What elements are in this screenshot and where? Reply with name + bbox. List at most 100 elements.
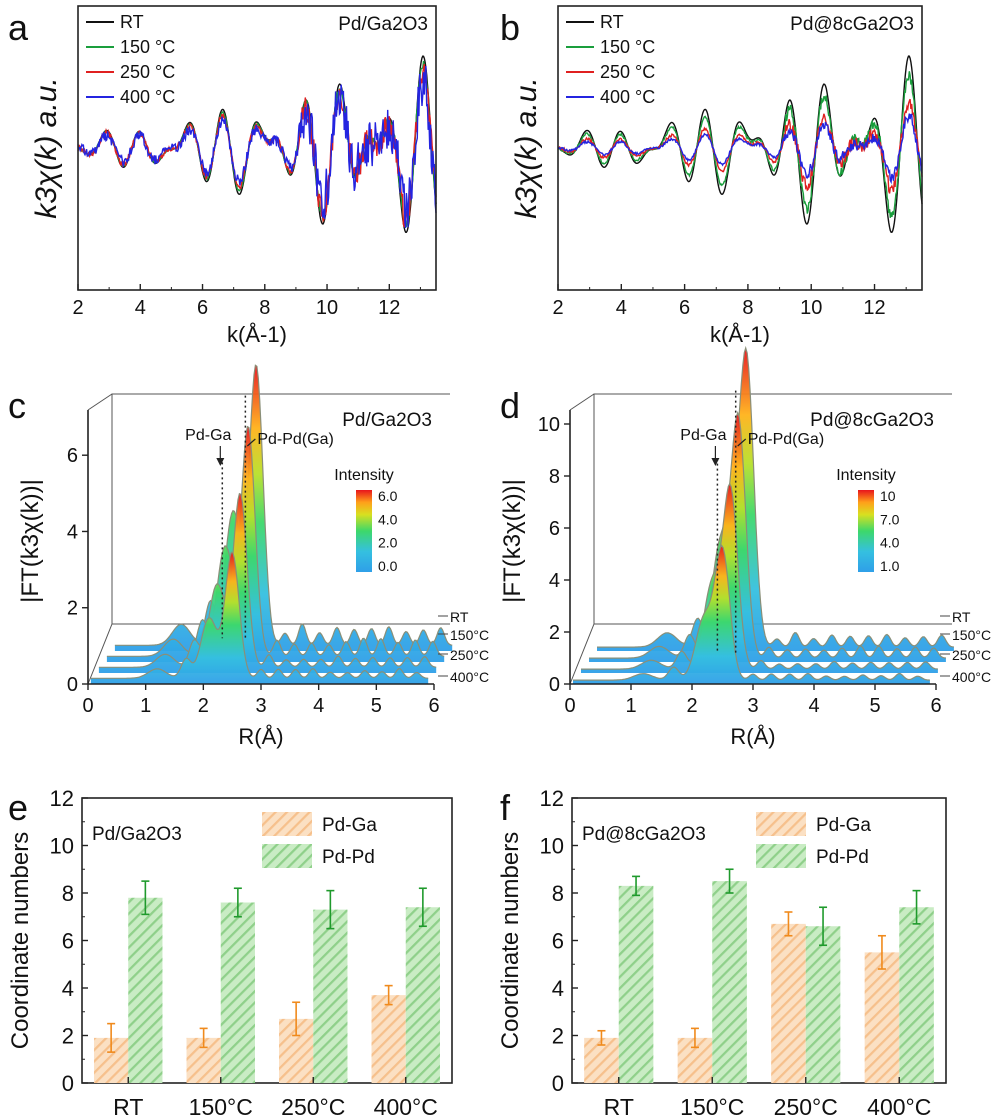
x-tick-label: 10 bbox=[800, 297, 822, 319]
panel-letter-e: e bbox=[8, 787, 28, 828]
colorbar-tick-label: 4.0 bbox=[378, 511, 398, 527]
y-axis-label: Coordinate numbers bbox=[7, 832, 34, 1049]
x-tick-label: 4 bbox=[616, 297, 627, 319]
y-tick-label: 2 bbox=[552, 1024, 564, 1049]
peak-label-pd-pd: Pd-Pd(Ga) bbox=[748, 431, 824, 448]
y-tick-label: 2 bbox=[67, 598, 78, 620]
y-tick-label: 12 bbox=[50, 786, 74, 811]
series-label-2: 250°C bbox=[450, 647, 489, 663]
bar-pd-pd-2 bbox=[805, 926, 841, 1083]
x-tick-label: 2 bbox=[552, 297, 563, 319]
x-tick-label: 0 bbox=[82, 695, 93, 717]
surface-ribbon-0 bbox=[597, 348, 954, 651]
chart-e: 0 2 4 6 8 10 12 RT 150°C 250°C 400°C Coordinate num… bbox=[7, 786, 453, 1118]
top-edge bbox=[87, 393, 113, 411]
x-tick-label: 150°C bbox=[189, 1094, 253, 1118]
x-tick-label: 250°C bbox=[774, 1094, 838, 1118]
bar-pd-pd-3 bbox=[899, 907, 934, 1083]
x-tick-label: 1 bbox=[625, 695, 636, 717]
colorbar-tick-label: 4.0 bbox=[880, 535, 900, 551]
x-axis-label: k(Å-1) bbox=[710, 322, 770, 347]
panel-letter-c: c bbox=[8, 385, 26, 426]
legend-swatch-0 bbox=[262, 812, 312, 836]
peak-arrow-1 bbox=[246, 438, 256, 447]
y-tick-label: 12 bbox=[540, 786, 564, 811]
chart-f: 0 2 4 6 8 10 12 RT 150°C 250°C 400°C Coordinate num… bbox=[497, 786, 947, 1118]
x-tick-label: 12 bbox=[863, 297, 885, 319]
x-axis-label: k(Å-1) bbox=[227, 322, 287, 347]
y-tick-label: 0 bbox=[67, 674, 78, 696]
surface-line-1 bbox=[106, 425, 445, 657]
y-tick-label: 0 bbox=[552, 1071, 564, 1096]
plot-frame bbox=[77, 5, 437, 291]
x-tick-label: 4 bbox=[135, 297, 146, 319]
series-label-3: 400°C bbox=[450, 669, 489, 685]
bar-pd-pd-0 bbox=[128, 897, 163, 1083]
y-tick-label: 10 bbox=[50, 834, 74, 859]
x-axis-label: R(Å) bbox=[238, 724, 283, 749]
panel-letter-b: b bbox=[500, 7, 520, 48]
legend-label-3: 400 °C bbox=[600, 87, 655, 107]
colorbar-tick-label: 6.0 bbox=[378, 488, 398, 504]
legend-label-3: 400 °C bbox=[120, 87, 175, 107]
y-tick-label: 8 bbox=[552, 881, 564, 906]
surface-line-3 bbox=[573, 544, 930, 681]
y-tick-label: 6 bbox=[549, 518, 560, 540]
peak-arrowhead-0 bbox=[216, 458, 225, 466]
x-tick-label: RT bbox=[113, 1094, 143, 1118]
y-axis-label: k3χ(k) a.u. bbox=[30, 77, 63, 218]
peak-arrowhead-0 bbox=[711, 458, 720, 466]
x-tick-label: 6 bbox=[930, 695, 941, 717]
x-tick-label: 5 bbox=[371, 695, 382, 717]
y-axis-label: Coordinate numbers bbox=[497, 832, 524, 1049]
legend-label-1: 150 °C bbox=[600, 37, 655, 57]
series-line-3 bbox=[77, 65, 437, 229]
y-tick-label: 4 bbox=[62, 976, 74, 1001]
surface-line-2 bbox=[581, 482, 938, 670]
x-tick-label: 3 bbox=[255, 695, 266, 717]
y-tick-label: 0 bbox=[549, 674, 560, 696]
panel-letter-f: f bbox=[500, 787, 511, 828]
legend-label-0: Pd-Ga bbox=[816, 815, 871, 836]
x-tick-label: 0 bbox=[564, 695, 575, 717]
series-line-2 bbox=[557, 98, 923, 194]
series-label-3: 400°C bbox=[952, 669, 991, 685]
chart-b: 2 4 6 8 10 12 k(Å-1) k3χ(k) a.u. Pd@8cGa2O3 RT 150… bbox=[510, 5, 923, 347]
peak-label-pd-pd: Pd-Pd(Ga) bbox=[257, 431, 333, 448]
surface-line-0 bbox=[597, 345, 954, 648]
y-tick-label: 6 bbox=[552, 929, 564, 954]
bar-pd-pd-1 bbox=[220, 902, 255, 1083]
colorbar bbox=[356, 490, 372, 572]
y-tick-label: 4 bbox=[549, 570, 560, 592]
legend-label-2: 250 °C bbox=[120, 62, 175, 82]
y-axis-label: |FT(k3χ(k))| bbox=[499, 479, 526, 603]
bar-pd-pd-1 bbox=[712, 881, 747, 1083]
series-label-1: 150°C bbox=[450, 627, 489, 643]
series-line-3 bbox=[557, 113, 923, 185]
colorbar-tick-label: 10 bbox=[880, 488, 896, 504]
floor-edge bbox=[569, 623, 952, 685]
y-tick-label: 4 bbox=[552, 976, 564, 1001]
x-tick-label: RT bbox=[604, 1094, 634, 1118]
y-tick-label: 6 bbox=[67, 445, 78, 467]
bar-pd-ga-3 bbox=[371, 995, 406, 1083]
y-tick-label: 8 bbox=[62, 881, 74, 906]
plot-frame bbox=[557, 5, 923, 291]
bar-pd-pd-3 bbox=[405, 907, 440, 1083]
colorbar-title: Intensity bbox=[334, 467, 394, 484]
y-tick-label: 4 bbox=[67, 521, 78, 543]
x-tick-label: 6 bbox=[679, 297, 690, 319]
bar-pd-ga-2 bbox=[771, 923, 806, 1083]
colorbar-tick-label: 0.0 bbox=[378, 558, 398, 574]
chart-title: Pd@8cGa2O3 bbox=[810, 410, 934, 431]
y-tick-label: 2 bbox=[549, 622, 560, 644]
legend-label-1: 150 °C bbox=[120, 37, 175, 57]
colorbar-tick-label: 7.0 bbox=[880, 511, 900, 527]
chart-a: 2 4 6 8 10 12 k(Å-1) k3χ(k) a.u. Pd/Ga2O3 RT 150 °… bbox=[30, 5, 437, 347]
x-axis-label: R(Å) bbox=[730, 724, 775, 749]
chart-title: Pd/Ga2O3 bbox=[92, 824, 182, 845]
floor-edge bbox=[87, 623, 450, 685]
series-label-1: 150°C bbox=[952, 627, 991, 643]
colorbar-tick-label: 2.0 bbox=[378, 535, 398, 551]
